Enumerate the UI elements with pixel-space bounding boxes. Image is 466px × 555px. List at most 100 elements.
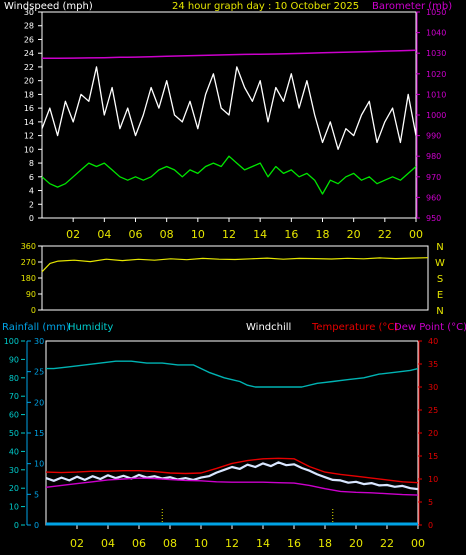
humidity-tick-label: 70 xyxy=(9,392,19,401)
dewpoint-axis-label: Dew Point (°C) xyxy=(394,322,466,333)
rainfall-tick-label: 5 xyxy=(34,490,39,499)
temperature-series-line xyxy=(45,457,419,484)
hour-tick-label: 10 xyxy=(191,228,205,241)
temperature-tick-label: 20 xyxy=(428,429,438,438)
windspeed-tick-label: 6 xyxy=(29,173,34,182)
hour-tick-label: 22 xyxy=(380,537,394,550)
humidity-series-line xyxy=(46,360,419,388)
direction-tick-label: 360 xyxy=(21,242,36,251)
hour-tick-label: 10 xyxy=(194,537,208,550)
humidity-axis-label: Humidity xyxy=(68,322,113,333)
hour-tick-label: 06 xyxy=(132,537,146,550)
barometer-axis-label: Barometer (mb) xyxy=(372,1,452,12)
compass-label: N xyxy=(436,306,443,317)
windspeed-tick-label: 4 xyxy=(29,187,34,196)
humidity-tick-label: 100 xyxy=(4,337,19,346)
hour-tick-label: 04 xyxy=(97,228,111,241)
chart-layer: 0246810121416182022242628309509609709809… xyxy=(4,8,447,550)
windspeed-tick-label: 24 xyxy=(24,49,34,58)
rainfall-axis-label: Rainfall (mm) xyxy=(2,322,70,333)
windspeed-axis-label: Windspeed (mph) xyxy=(4,1,93,12)
windspeed-tick-label: 12 xyxy=(24,132,34,141)
windspeed-tick-label: 18 xyxy=(24,90,34,99)
humidity-tick-label: 0 xyxy=(14,521,19,530)
hour-tick-label: 20 xyxy=(349,537,363,550)
rainfall-tick-label: 15 xyxy=(34,429,44,438)
barometer-tick-label: 1000 xyxy=(426,111,446,120)
temperature-tick-label: 40 xyxy=(428,337,438,346)
direction-tick-label: 180 xyxy=(21,274,36,283)
humidity-tick-label: 90 xyxy=(9,355,19,364)
compass-label: N xyxy=(436,242,443,253)
direction-tick-label: 90 xyxy=(26,290,36,299)
hour-tick-label: 16 xyxy=(287,537,301,550)
compass-label: W xyxy=(435,258,445,269)
windspeed-tick-label: 8 xyxy=(29,159,34,168)
compass-label: S xyxy=(437,274,443,285)
hour-tick-label: 12 xyxy=(222,228,236,241)
hour-tick-label: 08 xyxy=(160,228,174,241)
barometer-tick-label: 1040 xyxy=(426,29,446,38)
rainfall-tick-label: 30 xyxy=(34,337,44,346)
temperature-axis-label: Temperature (°C) xyxy=(311,322,398,333)
temperature-tick-label: 25 xyxy=(428,406,438,415)
hour-tick-label: 02 xyxy=(70,537,84,550)
humidity-tick-label: 60 xyxy=(9,411,19,420)
windspeed-tick-label: 2 xyxy=(29,200,34,209)
hour-tick-label: 04 xyxy=(101,537,115,550)
windspeed-tick-label: 16 xyxy=(24,104,34,113)
barometer-tick-label: 1050 xyxy=(426,8,446,17)
hour-tick-label: 16 xyxy=(284,228,298,241)
temperature-tick-label: 0 xyxy=(428,521,433,530)
temperature-tick-label: 10 xyxy=(428,475,438,484)
graph-title: 24 hour graph day : 10 October 2025 xyxy=(172,1,359,12)
humidity-tick-label: 50 xyxy=(9,429,19,438)
barometer-tick-label: 1020 xyxy=(426,70,446,79)
windspeed-tick-label: 26 xyxy=(24,35,34,44)
temperature-tick-label: 15 xyxy=(428,452,438,461)
barometer-tick-label: 990 xyxy=(426,132,441,141)
hour-tick-label: 18 xyxy=(318,537,332,550)
windspeed-tick-label: 20 xyxy=(24,77,34,86)
windchill-axis-label: Windchill xyxy=(246,322,291,333)
rainfall-tick-label: 10 xyxy=(34,460,44,469)
temperature-tick-label: 30 xyxy=(428,383,438,392)
windspeed-tick-label: 22 xyxy=(24,63,34,72)
barometer-tick-label: 970 xyxy=(426,173,441,182)
barometer-tick-label: 950 xyxy=(426,214,441,223)
dewpoint-series-line xyxy=(45,477,419,496)
hour-tick-label: 18 xyxy=(316,228,330,241)
barometer-tick-label: 960 xyxy=(426,193,441,202)
humidity-tick-label: 20 xyxy=(9,484,19,493)
windspeed-tick-label: 10 xyxy=(24,145,34,154)
humidity-tick-label: 10 xyxy=(9,503,19,512)
gust-series-line xyxy=(41,66,417,150)
average-series-line xyxy=(41,155,417,195)
hour-tick-label: 12 xyxy=(225,537,239,550)
wind_direction-series-line xyxy=(41,257,429,273)
temperature-tick-label: 5 xyxy=(428,498,433,507)
direction-tick-label: 0 xyxy=(31,306,36,315)
hour-tick-label: 14 xyxy=(253,228,267,241)
windspeed-tick-label: 28 xyxy=(24,22,34,31)
rainfall-tick-label: 0 xyxy=(34,521,39,530)
compass-label: E xyxy=(437,290,443,301)
barometer-tick-label: 1010 xyxy=(426,90,446,99)
hour-tick-label: 14 xyxy=(256,537,270,550)
hour-tick-label: 00 xyxy=(409,228,423,241)
rainfall-tick-label: 25 xyxy=(34,368,44,377)
windspeed-tick-label: 0 xyxy=(29,214,34,223)
direction-tick-label: 270 xyxy=(21,258,36,267)
hour-tick-label: 08 xyxy=(163,537,177,550)
hour-tick-label: 20 xyxy=(347,228,361,241)
temperature-tick-label: 35 xyxy=(428,360,438,369)
humidity-tick-label: 80 xyxy=(9,374,19,383)
windspeed-tick-label: 30 xyxy=(24,8,34,17)
hour-tick-label: 02 xyxy=(66,228,80,241)
windspeed-tick-label: 14 xyxy=(24,118,34,127)
hour-tick-label: 00 xyxy=(411,537,425,550)
barometer-tick-label: 1030 xyxy=(426,49,446,58)
barometer-tick-label: 980 xyxy=(426,152,441,161)
